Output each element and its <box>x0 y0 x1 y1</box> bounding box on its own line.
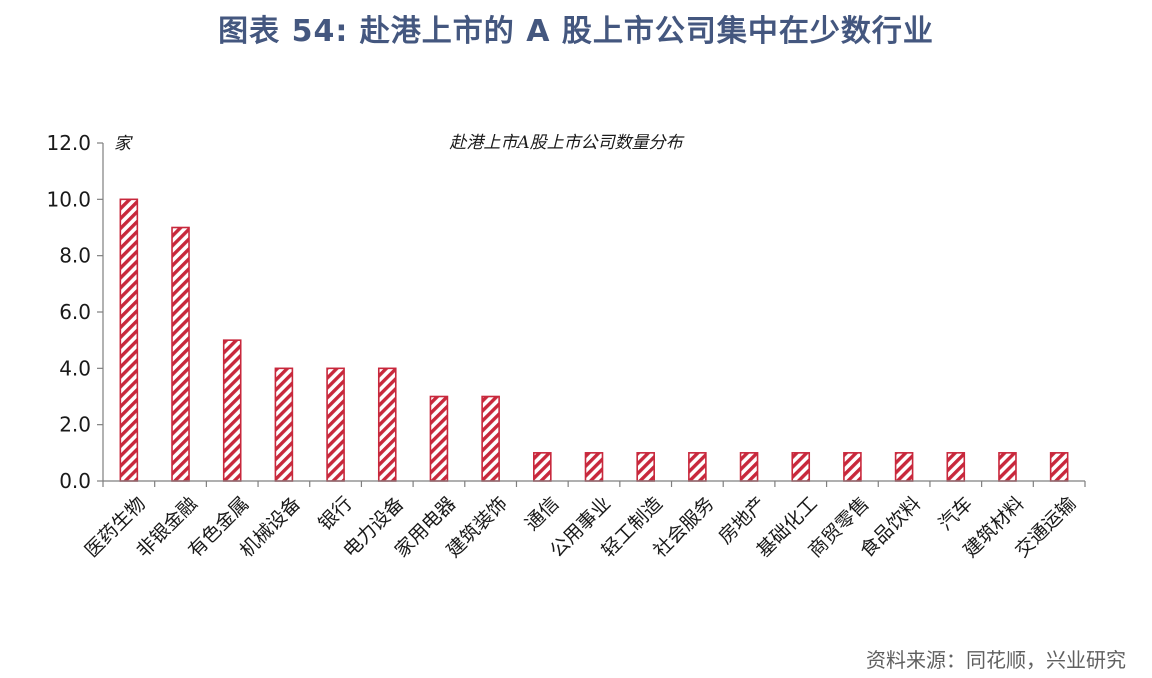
unit-label: 家 <box>114 134 133 154</box>
bar <box>998 452 1017 482</box>
y-tick-label: 0.0 <box>59 469 91 493</box>
bars <box>119 198 1069 482</box>
bar <box>1049 452 1069 482</box>
x-tick-label: 银行 <box>314 493 356 535</box>
bar <box>791 452 811 482</box>
y-axis: 0.0 2.0 4.0 6.0 8.0 10.0 12.0 <box>46 131 104 493</box>
bar-chart: 赴港上市A股上市公司数量分布 家 0.0 2.0 4.0 6.0 8.0 10.0 12.0… <box>46 131 1086 562</box>
y-tick-label: 4.0 <box>59 356 91 380</box>
bar <box>843 452 862 482</box>
x-tick-label: 汽车 <box>934 493 976 535</box>
bar <box>946 452 966 482</box>
bar <box>274 367 294 482</box>
bar <box>119 198 139 482</box>
y-tick-label: 8.0 <box>59 244 91 268</box>
y-tick-label: 2.0 <box>59 413 91 437</box>
bar <box>584 452 604 482</box>
y-tick-label: 6.0 <box>59 300 91 324</box>
bar <box>429 395 449 482</box>
bar <box>481 395 500 482</box>
chart-title: 赴港上市A股上市公司数量分布 <box>449 133 684 153</box>
bar <box>636 452 655 482</box>
x-tick-label: 通信 <box>521 493 563 535</box>
bar <box>739 452 759 482</box>
source-note: 资料来源：同花顺，兴业研究 <box>866 648 1126 672</box>
bar <box>533 452 552 482</box>
y-tick-label: 12.0 <box>46 131 91 155</box>
bar <box>222 339 242 482</box>
bar <box>377 367 397 482</box>
y-tick-label: 10.0 <box>46 187 91 211</box>
bar <box>894 452 914 482</box>
bar <box>171 226 190 482</box>
bar <box>326 367 345 482</box>
figure-title: 图表 54: 赴港上市的 A 股上市公司集中在少数行业 <box>218 14 934 49</box>
bar <box>688 452 707 482</box>
